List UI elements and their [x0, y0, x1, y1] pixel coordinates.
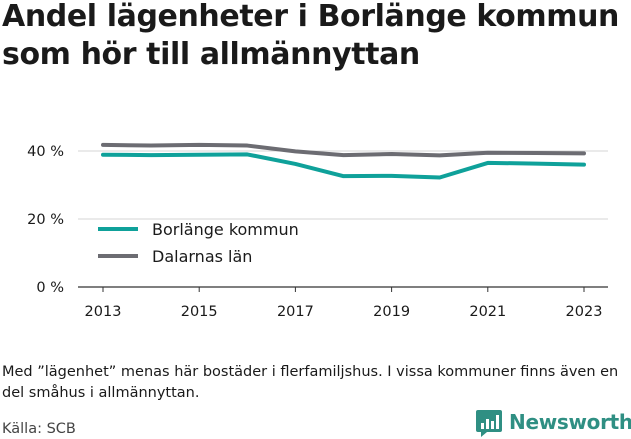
y-tick-label: 20 % [27, 212, 64, 228]
newsworthy-logo-icon [476, 410, 502, 437]
x-tick-label: 2021 [469, 304, 506, 320]
y-tick-label: 0 % [36, 280, 64, 296]
chart-title: Andel lägenheter i Borlänge kommun som h… [2, 0, 620, 72]
footnote: Med ”lägenhet” menas här bostäder i fler… [2, 364, 619, 401]
y-tick-label: 40 % [27, 144, 64, 160]
x-tick-label: 2013 [85, 304, 122, 320]
brand-name: Newsworthy [509, 410, 631, 434]
x-tick-label: 2019 [373, 304, 410, 320]
legend-label: Borlänge kommun [152, 220, 299, 239]
series-line-borlänge-kommun [101, 152, 586, 180]
legend-label: Dalarnas län [152, 247, 252, 266]
series-line-dalarnas-län [101, 142, 586, 158]
line-chart: 0 % 20 % 40 % 2013 2015 2017 2019 2021 2023 Borlä… [27, 142, 608, 320]
x-tick-label: 2015 [181, 304, 218, 320]
source-label: Källa: SCB [2, 421, 76, 437]
x-tick-label: 2017 [277, 304, 314, 320]
x-tick-label: 2023 [566, 304, 603, 320]
